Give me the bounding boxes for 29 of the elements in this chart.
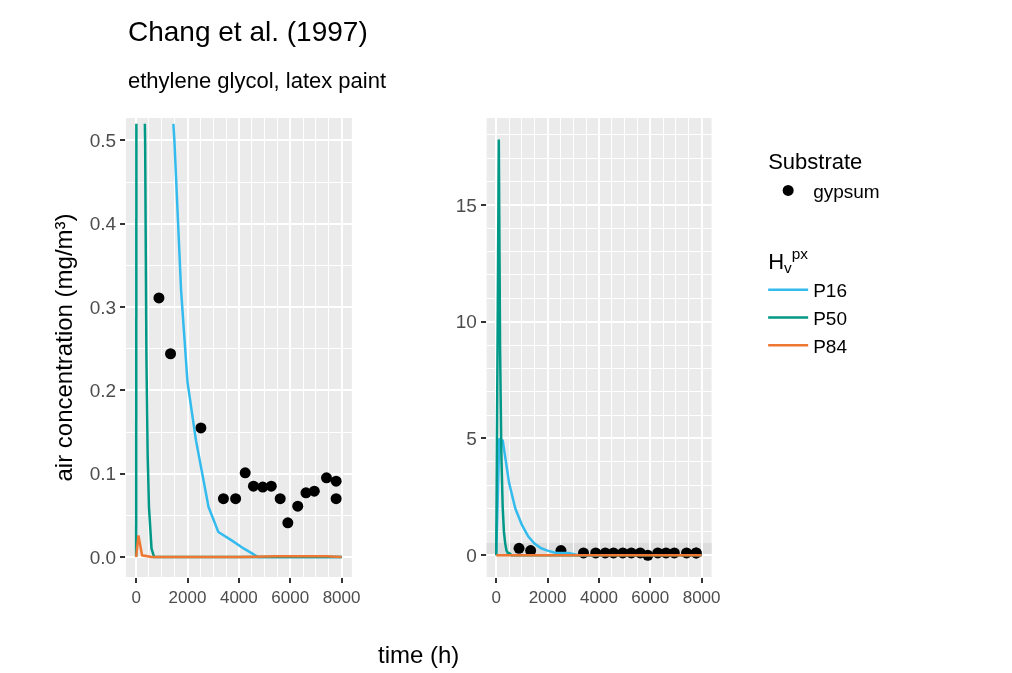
y-tick-label: 0 <box>466 544 477 566</box>
y-tick-label: 0.4 <box>89 213 117 235</box>
legend-label: P16 <box>813 280 847 302</box>
text: Substrate <box>768 149 863 175</box>
y-tick-label: 0.0 <box>89 546 117 568</box>
x-tick-label: 8000 <box>682 588 721 608</box>
chart-title: Chang et al. (1997) <box>128 16 368 47</box>
y-axis-title: air concentration (mg/m³) <box>49 213 77 482</box>
x-tick-label: 0 <box>491 588 501 608</box>
y-tick-label: 10 <box>455 311 477 333</box>
y-tick-label: 0.5 <box>89 130 117 152</box>
x-tick-label: 6000 <box>271 588 310 608</box>
chart-subtitle: ethylene glycol, latex paint <box>128 68 387 93</box>
x-tick-label: 6000 <box>631 588 670 608</box>
legend-label: P50 <box>813 307 847 329</box>
legend-label: P84 <box>813 335 848 357</box>
y-tick-label: 0.3 <box>89 296 117 318</box>
x-tick-label: 4000 <box>219 588 258 608</box>
y-tick-label: 0.1 <box>89 463 117 485</box>
x-axis-title: time (h) <box>378 641 460 668</box>
x-tick-label: 0 <box>131 588 141 608</box>
legend-label: gypsum <box>813 180 880 202</box>
x-tick-label: 8000 <box>322 588 361 608</box>
x-tick-label: 2000 <box>528 588 567 608</box>
y-tick-label: 5 <box>466 428 477 450</box>
x-tick-label: 2000 <box>168 588 207 608</box>
y-tick-label: 15 <box>455 194 477 216</box>
y-tick-label: 0.2 <box>89 380 117 402</box>
x-tick-label: 4000 <box>580 588 618 608</box>
